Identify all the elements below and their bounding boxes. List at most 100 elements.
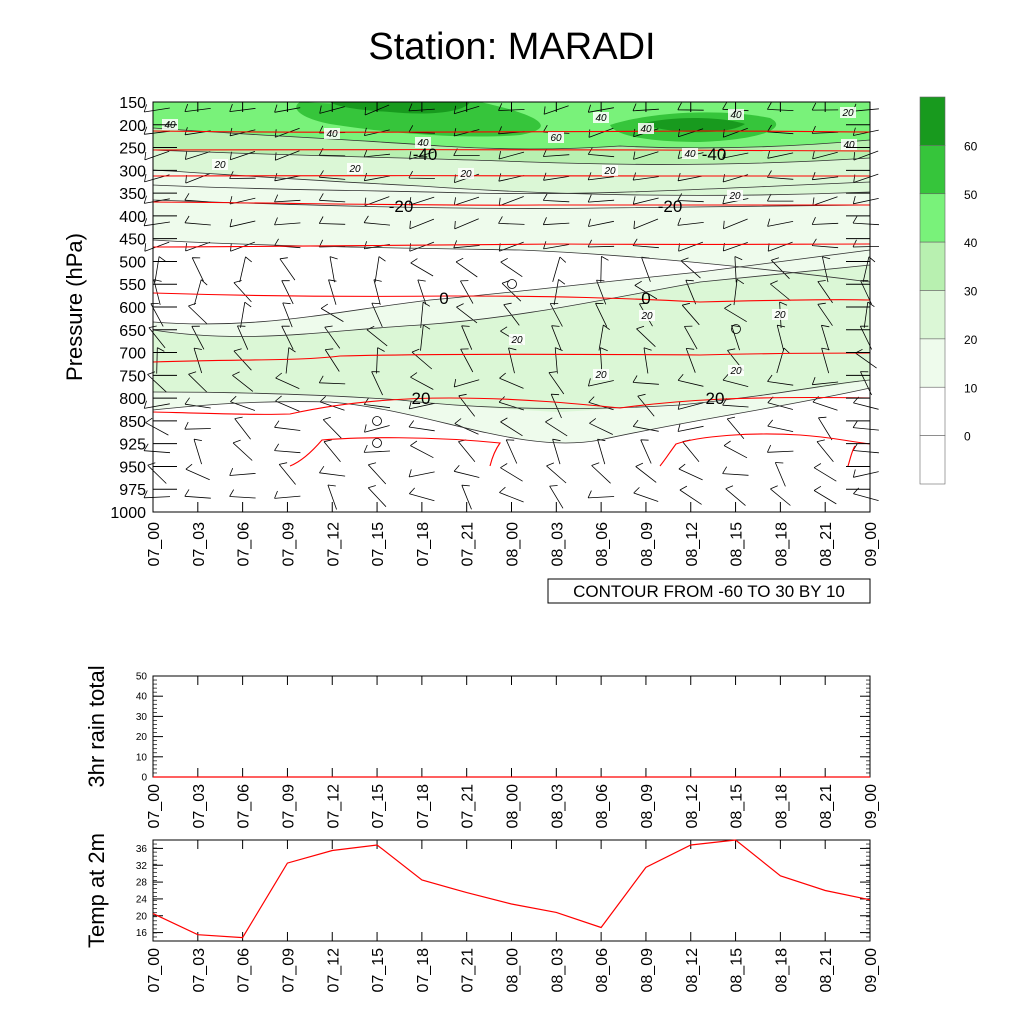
wind-barb	[371, 302, 383, 328]
wind-barb	[554, 347, 563, 374]
wind-barb	[193, 438, 202, 465]
wind-label-bg	[840, 107, 856, 118]
x-tick-label: 09_00	[863, 784, 880, 829]
wind-barb	[143, 126, 170, 135]
wind-barb	[499, 486, 524, 503]
wind-label-bg	[772, 309, 788, 320]
x-tick-label: 08_15	[729, 784, 746, 829]
wind-barb	[499, 372, 524, 389]
x-tick-label: 09_00	[863, 948, 880, 993]
wind-barb	[143, 490, 171, 499]
wind-barb	[776, 324, 786, 351]
wind-barb	[274, 217, 301, 226]
wind-barb	[184, 215, 211, 226]
wind-barb	[498, 216, 525, 225]
y-tick-label: 28	[136, 878, 148, 889]
wind-barb	[185, 463, 210, 481]
wind-barb	[587, 490, 615, 499]
temperature-contour-line	[152, 130, 871, 133]
wind-barb	[587, 147, 615, 158]
colorbar-box	[919, 96, 946, 146]
wind-barb	[408, 420, 435, 432]
wind-barb	[633, 151, 659, 160]
contour-lines-layer: -40 -40 -20 -20 0 0 20 20 40 40 40 40 40 60 40 40 40 20 20…	[152, 107, 871, 467]
x-tick-label: 07_18	[415, 948, 432, 993]
wind-barb	[364, 424, 390, 433]
wind-barb	[329, 256, 338, 283]
wind-contour-label: 20	[510, 335, 523, 346]
wind-barb	[548, 371, 565, 395]
wind-barb	[324, 325, 341, 349]
y-axis-label: Temp at 2m	[84, 833, 109, 948]
wind-barb	[543, 241, 570, 250]
wind-label-bg	[727, 190, 743, 201]
wind-barb	[595, 302, 608, 327]
wind-barb	[143, 218, 170, 227]
temperature-contour-label: -20	[658, 197, 683, 216]
wind-contour-line	[152, 149, 871, 165]
temperature-contour-label: 0	[439, 289, 448, 308]
wind-barb	[318, 216, 346, 225]
y-axis-label: Pressure (hPa)	[62, 233, 87, 381]
wind-barb	[817, 302, 833, 326]
x-tick-label: 08_03	[549, 948, 566, 993]
wind-barb	[373, 279, 382, 305]
wind-barb	[725, 485, 746, 506]
wind-barb	[319, 465, 346, 477]
wind-label-bg	[841, 139, 857, 150]
wind-barb	[767, 374, 794, 386]
x-tick-label: 08_06	[594, 522, 611, 567]
wind-barb	[677, 172, 704, 182]
colorbar-label: 10	[964, 381, 978, 395]
wind-barb	[409, 196, 435, 206]
wind-barb	[552, 438, 561, 465]
wind-label-bg	[548, 132, 564, 143]
wind-barb	[587, 239, 615, 248]
wind-barb	[549, 303, 563, 327]
wind-barb	[632, 196, 659, 205]
wind-contour-label: 20	[213, 160, 226, 171]
temperature-contour-line	[152, 149, 871, 152]
wind-contour-label: 40	[843, 140, 855, 151]
wind-barb	[633, 218, 659, 230]
x-tick-label: 08_09	[639, 784, 656, 829]
wind-barb	[322, 416, 342, 439]
x-tick-label: 07_21	[460, 522, 477, 567]
wind-contour-label: 20	[640, 311, 653, 322]
wind-barb	[770, 485, 791, 506]
rain-panel: 0 10 20 30 40 50 07_00 07_03 07_06 07_09 07_12 07_1…	[84, 665, 880, 828]
wind-barb	[281, 280, 294, 305]
wind-barb	[852, 195, 879, 205]
wind-contour-label: 20	[459, 169, 472, 180]
wind-barb	[285, 347, 296, 374]
wind-barb	[852, 215, 880, 226]
wind-barb	[275, 372, 300, 389]
wind-barb	[500, 463, 523, 482]
data-series-line	[152, 839, 871, 939]
wind-barb	[505, 439, 518, 464]
wind-barb	[453, 240, 480, 249]
x-tick-label: 08_00	[505, 948, 522, 993]
wind-barb	[587, 194, 615, 203]
wind-barb	[376, 347, 385, 374]
y-tick-label: 16	[136, 928, 148, 939]
wind-barb	[811, 377, 839, 386]
wind-barb	[410, 440, 434, 459]
wind-barb	[677, 423, 704, 432]
x-tick-label: 07_06	[236, 948, 253, 993]
wind-contour-label: 40	[164, 120, 176, 131]
y-tick-label: 650	[119, 323, 146, 340]
x-tick-label: 08_18	[773, 522, 790, 567]
wind-barb	[409, 487, 435, 502]
wind-barb	[543, 172, 570, 181]
y-tick-label: 975	[119, 482, 146, 499]
wind-barb	[320, 303, 344, 322]
wind-contour-label: 40	[684, 149, 696, 160]
wind-barb	[813, 463, 837, 482]
wind-barb	[363, 215, 391, 226]
wind-barb	[460, 348, 474, 373]
x-tick-label: 08_00	[505, 522, 522, 567]
temperature-contour-line	[659, 433, 871, 467]
wind-barb	[147, 371, 167, 393]
temperature-contour-line	[289, 437, 501, 467]
